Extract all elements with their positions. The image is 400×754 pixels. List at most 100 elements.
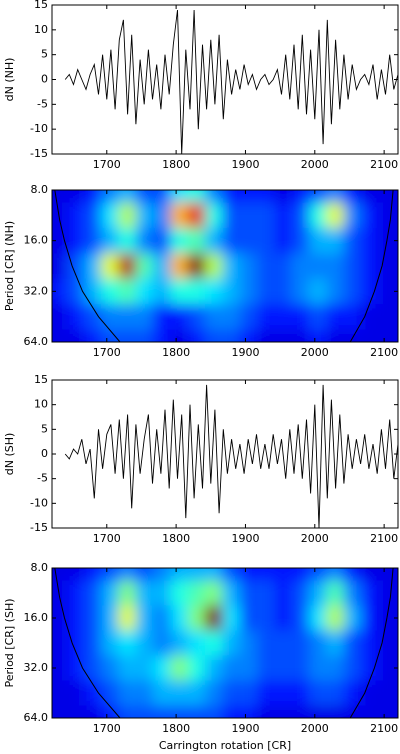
heatmap-cell (361, 304, 380, 330)
heatmap-cell (361, 190, 380, 204)
heatmap-cell (378, 705, 397, 718)
heatmap-cell (274, 304, 293, 330)
heatmap-cell (326, 580, 345, 606)
x-tick-label: 1700 (93, 722, 121, 735)
heatmap-cell (118, 190, 137, 204)
heatmap-cell (66, 680, 85, 707)
heatmap-cell (118, 580, 137, 606)
heatmap-cell (83, 655, 103, 682)
heatmap-cell (222, 278, 241, 305)
heatmap-cell (170, 605, 189, 631)
heatmap-cell (309, 329, 328, 342)
y-tick-label: 16.0 (24, 234, 49, 247)
heatmap-cell (101, 580, 120, 606)
heatmap-cell (170, 568, 189, 581)
heatmap-cell (239, 580, 259, 606)
heatmap-cell (239, 568, 259, 581)
heatmap-cell (187, 304, 207, 330)
x-tick-label: 2000 (301, 532, 329, 545)
heatmap-cell (239, 253, 259, 280)
heatmap-cell (239, 304, 259, 330)
heatmap-cell (239, 202, 259, 229)
heatmap-cell (222, 253, 241, 280)
heatmap-cell (361, 630, 380, 656)
heatmap-cell (135, 705, 155, 718)
x-tick-label: 1800 (162, 722, 190, 735)
heatmap-cell (170, 580, 189, 606)
heatmap-cell (52, 190, 68, 204)
cone-of-influence (54, 190, 121, 342)
heatmap-cell (378, 278, 397, 305)
heatmap-cell (66, 304, 85, 330)
heatmap-cell (135, 304, 155, 330)
heatmap-cell (52, 630, 68, 656)
heatmap-cell (326, 705, 345, 718)
heatmap-cell (118, 304, 137, 330)
heatmap-cell (83, 253, 103, 280)
heatmap-cell (343, 630, 363, 656)
heatmap-cell (291, 329, 311, 342)
panel (64, 9, 398, 154)
heatmap-cell (83, 705, 103, 718)
heatmap-cell (83, 202, 103, 229)
heatmap-cell (257, 304, 276, 330)
y-tick-label: 8.0 (31, 183, 49, 196)
heatmap-cell (378, 304, 397, 330)
heatmap-cell (326, 605, 345, 631)
x-tick-label: 2100 (370, 722, 398, 735)
heatmap-cell (187, 705, 207, 718)
x-tick-label: 2100 (370, 532, 398, 545)
heatmap-cell (274, 630, 293, 656)
heatmap-cell (257, 568, 276, 581)
heatmap-cell (257, 190, 276, 204)
y-tick-label: 64.0 (24, 711, 49, 724)
line-series (64, 9, 398, 154)
heatmap-cell (187, 202, 207, 229)
heatmap-cell (291, 202, 311, 229)
heatmap-cell (274, 568, 293, 581)
heatmap-cell (343, 202, 363, 229)
heatmap-cell (66, 705, 85, 718)
heatmap-cell (118, 605, 137, 631)
heatmap-cell (101, 655, 120, 682)
heatmap-cell (222, 680, 241, 707)
panel (52, 568, 398, 718)
heatmap-cell (52, 202, 68, 229)
heatmap-cell (153, 655, 172, 682)
heatmap-cell (274, 329, 293, 342)
heatmap-cell (222, 190, 241, 204)
heatmap-cell (66, 190, 85, 204)
heatmap-cell (222, 568, 241, 581)
heatmap-cell (83, 190, 103, 204)
heatmap-cell (378, 630, 397, 656)
x-tick-label: 1900 (231, 532, 259, 545)
heatmap-cell (170, 655, 189, 682)
heatmap-cell (222, 630, 241, 656)
heatmap-cell (222, 705, 241, 718)
heatmap-cell (101, 568, 120, 581)
heatmap-cell (343, 655, 363, 682)
heatmap-cell (309, 190, 328, 204)
heatmap-cell (205, 568, 224, 581)
heatmap-cell (118, 705, 137, 718)
y-tick-label: -15 (30, 521, 48, 534)
heatmap-cell (274, 190, 293, 204)
heatmap-cell (274, 278, 293, 305)
y-tick-label: 10 (34, 23, 48, 36)
heatmap-cell (83, 605, 103, 631)
heatmap-cell (153, 680, 172, 707)
heatmap-cell (361, 253, 380, 280)
heatmap-cell (118, 278, 137, 305)
heatmap-cell (239, 278, 259, 305)
heatmap-cell (205, 655, 224, 682)
heatmap-cell (274, 253, 293, 280)
heatmap-cell (205, 190, 224, 204)
heatmap-cell (153, 568, 172, 581)
heatmap-cell (101, 680, 120, 707)
heatmap-cell (239, 605, 259, 631)
heatmap-cell (205, 253, 224, 280)
x-tick-label: 1800 (162, 346, 190, 359)
heatmap-cell (118, 202, 137, 229)
heatmap-cell (274, 202, 293, 229)
